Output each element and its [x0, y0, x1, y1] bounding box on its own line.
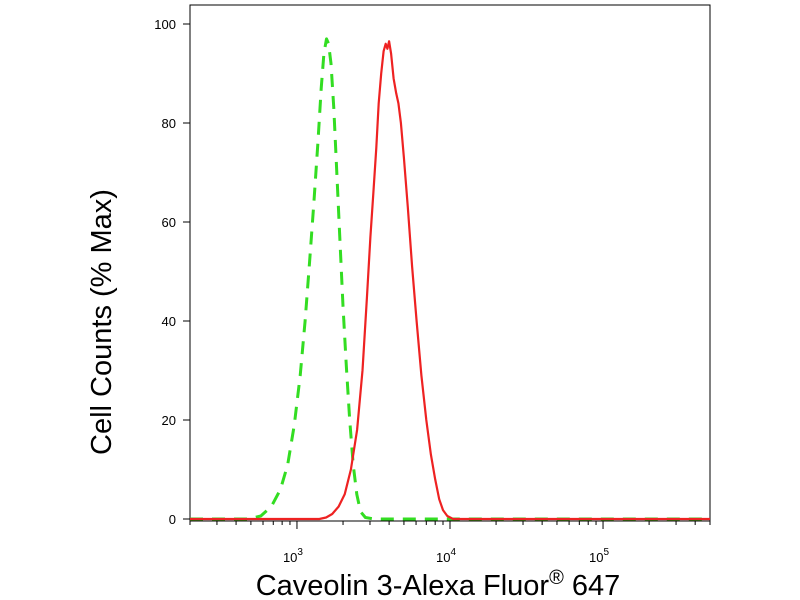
x-axis-title-tail: 647: [564, 570, 620, 600]
x-axis-title: Caveolin 3-Alexa Fluor® 647: [256, 567, 621, 600]
y-tick-label: 0: [169, 512, 176, 527]
dashed-green-series-line: [190, 37, 710, 521]
x-tick-label: 104: [436, 547, 456, 565]
x-axis-title-registered-mark: ®: [549, 567, 564, 589]
y-tick-label: 40: [162, 314, 176, 329]
solid-red-series-line: [190, 40, 710, 521]
y-tick-label: 60: [162, 215, 176, 230]
y-tick-label: 80: [162, 116, 176, 131]
y-tick-label: 20: [162, 413, 176, 428]
y-axis: 0 20 40 60 80 100: [154, 17, 190, 527]
series-layer: [190, 37, 710, 521]
plot-frame: [189, 4, 711, 522]
x-axis-title-main: Caveolin 3-Alexa Fluor: [256, 570, 550, 600]
x-tick-label: 105: [589, 547, 609, 565]
y-axis-title: Cell Counts (% Max): [86, 189, 118, 455]
x-tick-label: 103: [283, 547, 303, 565]
y-tick-label: 100: [154, 17, 176, 32]
x-axis: 103 104 105: [189, 521, 711, 565]
